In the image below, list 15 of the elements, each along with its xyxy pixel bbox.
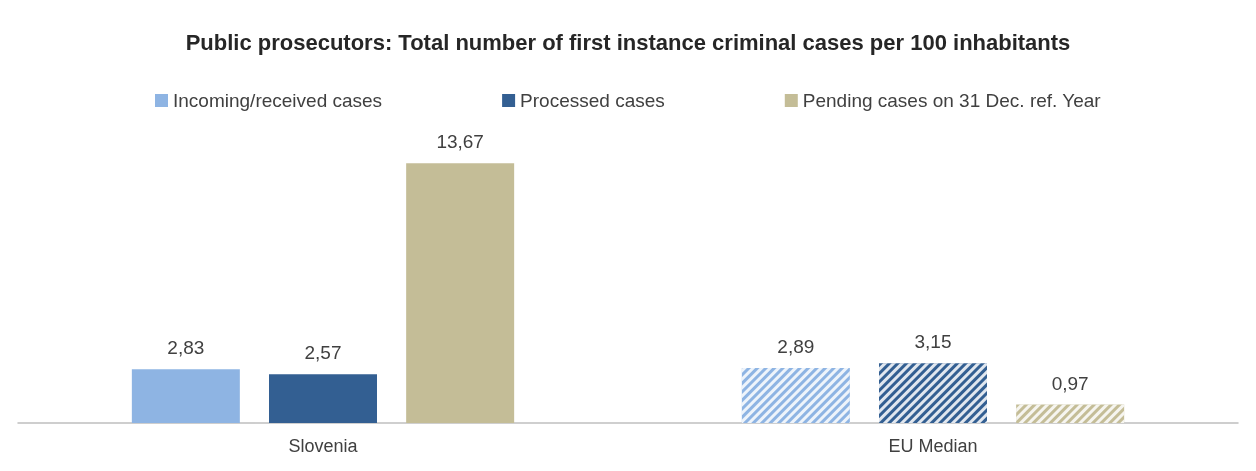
data-label: 3,15 [914, 331, 952, 353]
legend-label: Processed cases [520, 90, 665, 111]
data-label: 2,57 [304, 342, 342, 364]
data-label: 13,67 [436, 131, 484, 153]
bar [406, 163, 515, 423]
bar [269, 374, 377, 423]
bar [131, 369, 240, 423]
legend-label: Incoming/received cases [173, 90, 383, 111]
data-label: 0,97 [1051, 372, 1089, 394]
x-tick-label: EU Median [888, 436, 978, 456]
chart-title: Public prosecutors: Total number of first instance criminal cases per 100 inhabitants [185, 29, 1071, 55]
legend-label: Pending cases on 31 Dec. ref. Year [802, 90, 1102, 111]
data-label: 2,83 [167, 337, 205, 359]
x-tick-label: Slovenia [288, 436, 359, 456]
data-label: 2,89 [777, 336, 815, 358]
